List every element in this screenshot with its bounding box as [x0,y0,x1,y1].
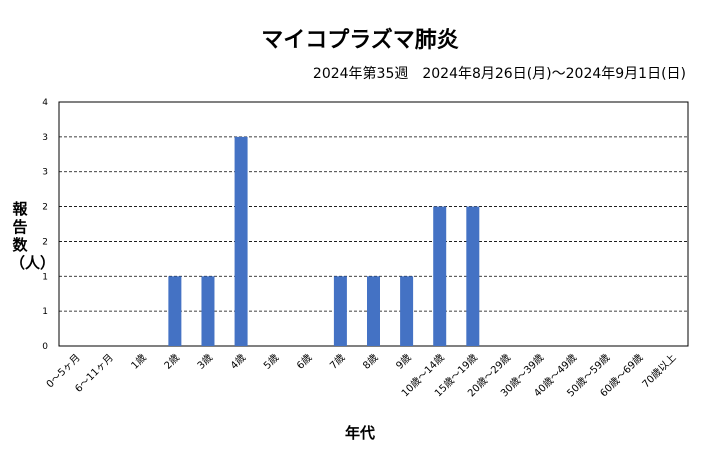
chart-title: マイコプラズマ肺炎 [261,28,459,53]
bar [400,276,414,346]
chart-subtitle: 2024年第35週 2024年8月26日(月)〜2024年9月1日(日) [312,66,686,82]
x-tick-label: 4歳 [228,352,248,372]
y-tick-label: 1 [42,307,48,317]
bar [367,276,380,346]
x-tick-label: 3歳 [195,352,215,372]
x-tick-label: 70歳以上 [640,352,679,391]
x-tick-label: 2歳 [162,352,182,372]
x-axis-label: 年代 [344,424,375,442]
y-tick-label: 2 [42,237,48,247]
x-tick-label: 6歳 [294,352,314,372]
bar [466,206,480,346]
y-tick-label: 3 [42,168,48,178]
y-tick-label: 3 [42,133,48,143]
y-tick-label: 1 [42,272,48,282]
y-tick-label: 2 [42,203,48,213]
x-tick-label: 8歳 [361,352,381,372]
x-tick-label: 1歳 [129,352,149,372]
y-tick-label: 0 [42,342,48,352]
bar [433,206,447,346]
x-tick-label: 5歳 [261,352,281,372]
x-tick-label: 9歳 [394,352,414,372]
bar [333,276,347,346]
bar [234,136,248,346]
bar [201,276,215,346]
bar [168,276,182,346]
y-tick-label: 4 [42,98,48,108]
x-tick-label: 7歳 [327,352,347,372]
